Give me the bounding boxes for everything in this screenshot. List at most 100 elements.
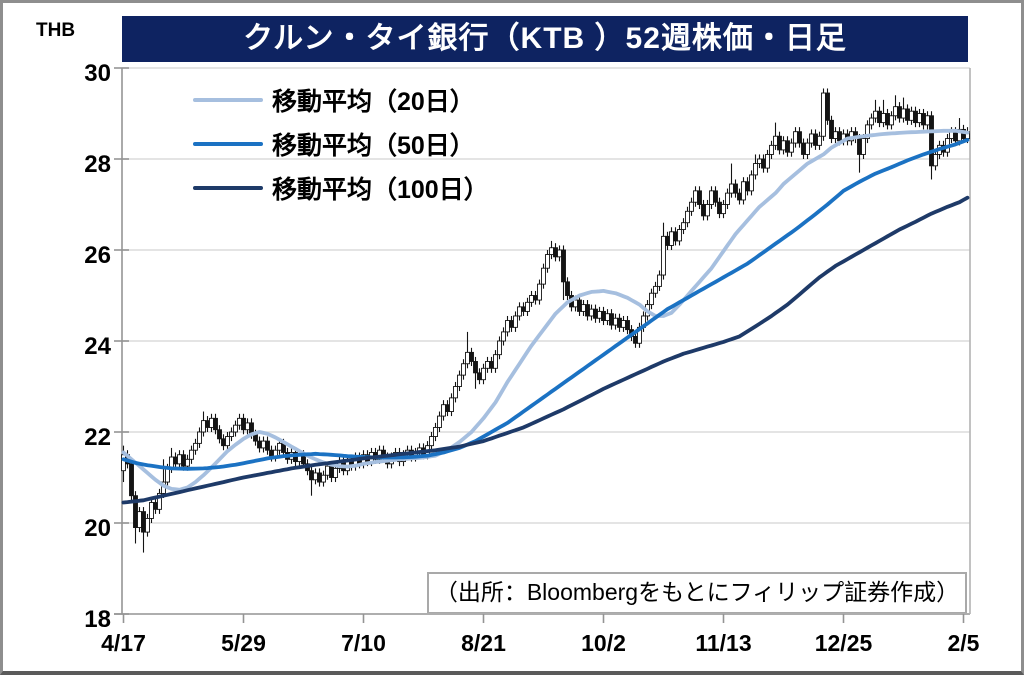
candle-up: [657, 274, 662, 287]
candle-up: [597, 310, 602, 319]
candle-down: [825, 92, 830, 121]
x-tick-label: 8/21: [461, 630, 506, 656]
legend-label: 移動平均（100日）: [272, 176, 489, 204]
candle-up: [605, 313, 610, 321]
candle-up: [705, 204, 710, 217]
candle-down: [221, 438, 226, 447]
candle-down: [141, 511, 146, 533]
candle-up: [669, 231, 674, 246]
candle-up: [581, 304, 586, 312]
candle-up: [429, 436, 434, 447]
candle-down: [257, 440, 262, 449]
candle-up: [225, 436, 230, 447]
legend-item: 移動平均（100日）: [193, 166, 489, 210]
candle-up: [245, 422, 250, 431]
candle-up: [769, 144, 774, 155]
candle-up: [233, 424, 238, 433]
candle-up: [621, 320, 626, 328]
candle-down: [777, 135, 782, 151]
candle-up: [513, 315, 518, 328]
candle-up: [537, 283, 542, 301]
candle-up: [501, 331, 506, 342]
y-tick-label: 20: [84, 515, 111, 542]
candle-up: [549, 247, 554, 256]
candle-up: [541, 267, 546, 285]
candle-up: [313, 472, 318, 481]
candle-up: [901, 108, 906, 119]
candle-up: [721, 204, 726, 215]
candle-down: [797, 131, 802, 144]
candle-up: [765, 153, 770, 169]
candle-up: [573, 299, 578, 308]
candle-down: [181, 454, 186, 467]
candle-up: [197, 431, 202, 444]
candle-down: [745, 181, 750, 192]
candle-up: [529, 295, 534, 303]
candle-up: [277, 442, 282, 451]
candle-down: [593, 308, 598, 319]
candle-up: [793, 131, 798, 144]
x-tick-label: 12/25: [814, 630, 873, 656]
candle-up: [261, 440, 266, 449]
candle-up: [437, 415, 442, 428]
candle-down: [897, 106, 902, 119]
candle-up: [333, 467, 338, 478]
y-tick-label: 26: [84, 242, 111, 269]
x-tick-label: 5/29: [221, 630, 266, 656]
candle-up: [321, 474, 326, 483]
candle-down: [737, 192, 742, 201]
candle-up: [865, 124, 870, 139]
candle-down: [697, 190, 702, 205]
candle-down: [561, 249, 566, 283]
candle-up: [557, 249, 562, 258]
ma-line-100: [121, 195, 970, 505]
candle-up: [137, 511, 142, 529]
legend-item: 移動平均（20日）: [193, 78, 489, 122]
x-tick-label: 11/13: [695, 630, 752, 656]
candle-up: [497, 340, 502, 356]
chart-title: クルン・タイ銀行（KTB ）52週株価・日足: [122, 16, 968, 62]
candle-up: [789, 142, 794, 153]
candle-down: [129, 463, 134, 497]
legend-line-swatch: [193, 98, 263, 102]
candle-up: [145, 518, 150, 533]
ma-line-20: [121, 128, 970, 492]
candle-up: [773, 135, 778, 146]
candle-down: [577, 299, 582, 312]
candle-down: [601, 310, 606, 321]
candle-up: [453, 386, 458, 399]
candle-down: [701, 204, 706, 217]
candle-up: [725, 192, 730, 205]
candle-down: [309, 470, 314, 481]
candle-down: [837, 131, 842, 142]
candle-up: [613, 317, 618, 326]
candle-up: [485, 361, 490, 369]
candle-up: [505, 320, 510, 333]
candle-down: [553, 247, 558, 258]
candle-up: [525, 301, 530, 312]
candlestick-plot: [114, 67, 971, 623]
candle-down: [733, 183, 738, 194]
candle-up: [121, 454, 126, 472]
candle-up: [893, 106, 898, 117]
candle-down: [713, 190, 718, 203]
candle-up: [889, 115, 894, 126]
candle-down: [565, 281, 570, 296]
candle-up: [201, 420, 206, 433]
candle-up: [753, 163, 758, 176]
candle-up: [809, 133, 814, 144]
ma-line-50: [121, 137, 970, 471]
candle-up: [545, 254, 550, 269]
y-tick-label: 22: [84, 424, 111, 451]
candle-down: [509, 320, 514, 328]
candle-down: [317, 472, 322, 483]
candle-up: [465, 351, 470, 365]
candle-up: [185, 458, 190, 467]
candle-up: [729, 183, 734, 194]
candle-down: [241, 417, 246, 431]
candle-down: [533, 295, 538, 301]
candle-down: [153, 502, 158, 510]
legend-line-swatch: [193, 186, 263, 190]
candle-up: [861, 138, 866, 155]
candle-up: [449, 397, 454, 412]
